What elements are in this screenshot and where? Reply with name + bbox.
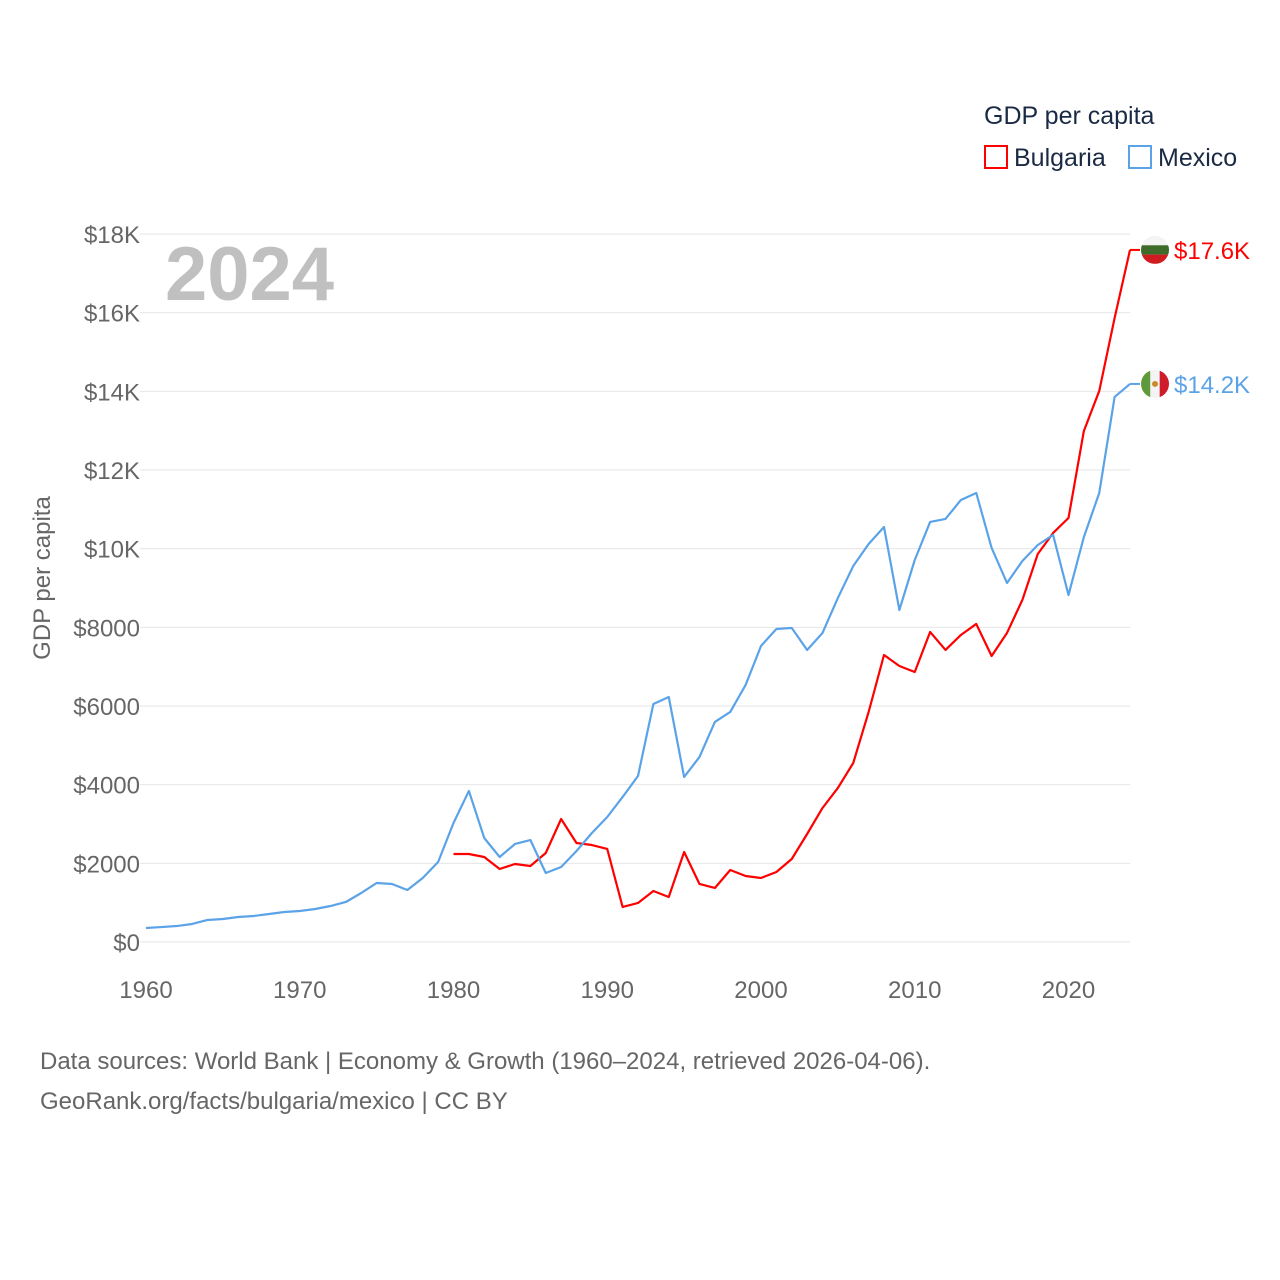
x-tick-label: 1980 [427, 977, 480, 1004]
flag-stripe [1141, 254, 1169, 264]
flag-stripe [1141, 245, 1169, 255]
end-label-bulgaria: $17.6K [1174, 238, 1250, 265]
y-tick-label: $10K [84, 537, 140, 564]
flag-bulgaria-icon [1141, 235, 1169, 264]
x-tick-label: 2010 [888, 977, 941, 1004]
legend: GDP per capita Bulgaria Mexico [984, 102, 1237, 172]
flag-mexico-icon [1141, 369, 1169, 398]
legend-label-mexico[interactable]: Mexico [1158, 144, 1237, 172]
x-tick-label: 1960 [119, 977, 172, 1004]
y-tick-label: $12K [84, 458, 140, 485]
series-line-mexico [145, 383, 1131, 930]
y-tick-label: $6000 [73, 694, 140, 721]
source-link[interactable]: GeoRank.org/facts/bulgaria/mexico | CC B… [40, 1088, 508, 1115]
flag-stripe [1141, 235, 1169, 246]
gridlines [140, 233, 1130, 943]
flag-emblem [1152, 380, 1158, 387]
y-tick-label: $8000 [73, 615, 140, 642]
y-tick-label: $0 [113, 930, 140, 957]
x-tick-label: 1970 [273, 977, 326, 1004]
series-lines [145, 249, 1132, 930]
y-tick-label: $4000 [73, 773, 140, 800]
legend-swatch-mexico[interactable] [1128, 145, 1152, 169]
footer: Data sources: World Bank | Economy & Gro… [40, 1042, 930, 1122]
y-tick-label: $2000 [73, 851, 140, 878]
legend-swatch-bulgaria[interactable] [984, 145, 1008, 169]
flag-body [1141, 235, 1169, 264]
flag-stripe [1159, 369, 1169, 398]
series-line-bulgaria [453, 249, 1132, 909]
flag-body [1141, 369, 1169, 398]
x-tick-label: 2020 [1042, 977, 1095, 1004]
y-tick-label: $16K [84, 301, 140, 328]
y-axis-label: GDP per capita [29, 496, 56, 660]
year-label: 2024 [165, 232, 334, 317]
flag-stripe [1141, 369, 1151, 398]
x-tick-label: 1990 [581, 977, 634, 1004]
x-axis: 1960 1970 1980 1990 2000 2010 2020 [119, 977, 1095, 1004]
y-tick-label: $14K [84, 379, 140, 406]
y-axis: $0 $2000 $4000 $6000 $8000 $10K $12K $14K $16K $1… [73, 222, 140, 957]
data-sources: Data sources: World Bank | Economy & Gro… [40, 1048, 931, 1075]
y-tick-label: $18K [84, 222, 140, 249]
legend-label-bulgaria[interactable]: Bulgaria [1014, 144, 1106, 172]
end-label-mexico: $14.2K [1174, 372, 1250, 399]
legend-title: GDP per capita [984, 102, 1155, 130]
x-tick-label: 2000 [734, 977, 787, 1004]
end-labels: $17.6K $14.2K [1130, 235, 1250, 399]
